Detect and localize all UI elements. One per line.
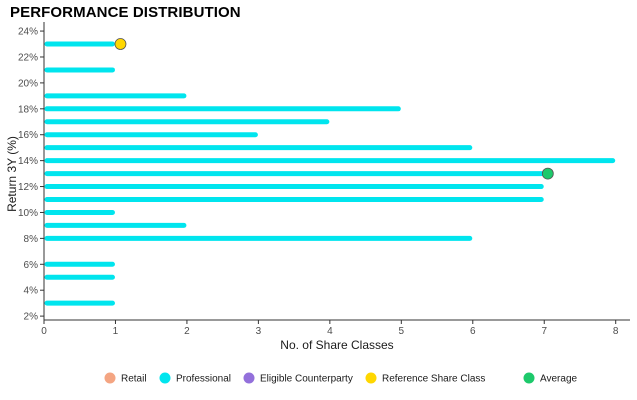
- x-tick-label: 4: [327, 326, 333, 337]
- y-tick-label: 18%: [18, 104, 38, 115]
- axes-layer: 0 1 2 3 4 5 6 7 8 2% 4% 6% 8% 10% 12% 14% 16% 18% 20% 22% 24…: [18, 22, 630, 337]
- x-tick-label: 2: [184, 326, 190, 337]
- y-tick-label: 22%: [18, 52, 38, 63]
- y-tick-label: 14%: [18, 156, 38, 167]
- x-tick-label: 8: [613, 326, 619, 337]
- y-tick-label: 6%: [24, 260, 39, 271]
- legend: Retail Professional Eligible Counterparty R…: [104, 372, 578, 385]
- legend-label-eligible-counterparty: Eligible Counterparty: [260, 374, 353, 385]
- y-tick-label: 8%: [24, 234, 39, 245]
- chart-title: PERFORMANCE DISTRIBUTION: [10, 4, 241, 21]
- legend-key-eligible-counterparty: [243, 372, 255, 384]
- x-axis-title: No. of Share Classes: [280, 338, 393, 352]
- legend-key-reference-share-class: [365, 372, 377, 384]
- legend-label-average: Average: [540, 374, 578, 385]
- x-tick-label: 7: [541, 326, 547, 337]
- x-tick-label: 0: [41, 326, 47, 337]
- x-tick-label: 1: [113, 326, 119, 337]
- legend-label-professional: Professional: [176, 374, 231, 385]
- legend-key-average: [523, 372, 535, 384]
- y-tick-label: 20%: [18, 78, 38, 89]
- y-tick-label: 2%: [24, 312, 39, 323]
- y-tick-label: 24%: [18, 27, 38, 38]
- bars-layer: [44, 41, 616, 306]
- markers-layer: [114, 38, 554, 180]
- average-marker: [541, 167, 554, 180]
- y-tick-label: 4%: [24, 286, 39, 297]
- reference-share-class-marker: [114, 38, 127, 50]
- legend-key-professional: [159, 372, 171, 384]
- legend-key-retail: [104, 372, 116, 384]
- y-axis-title: Return 3Y (%): [5, 136, 19, 212]
- x-tick-label: 6: [470, 326, 476, 337]
- legend-label-reference-share-class: Reference Share Class: [382, 374, 485, 385]
- legend-label-retail: Retail: [121, 374, 147, 385]
- y-tick-label: 16%: [18, 130, 38, 141]
- y-tick-label: 12%: [18, 182, 38, 193]
- x-tick-label: 3: [256, 326, 262, 337]
- y-tick-label: 10%: [18, 208, 38, 219]
- x-tick-label: 5: [399, 326, 405, 337]
